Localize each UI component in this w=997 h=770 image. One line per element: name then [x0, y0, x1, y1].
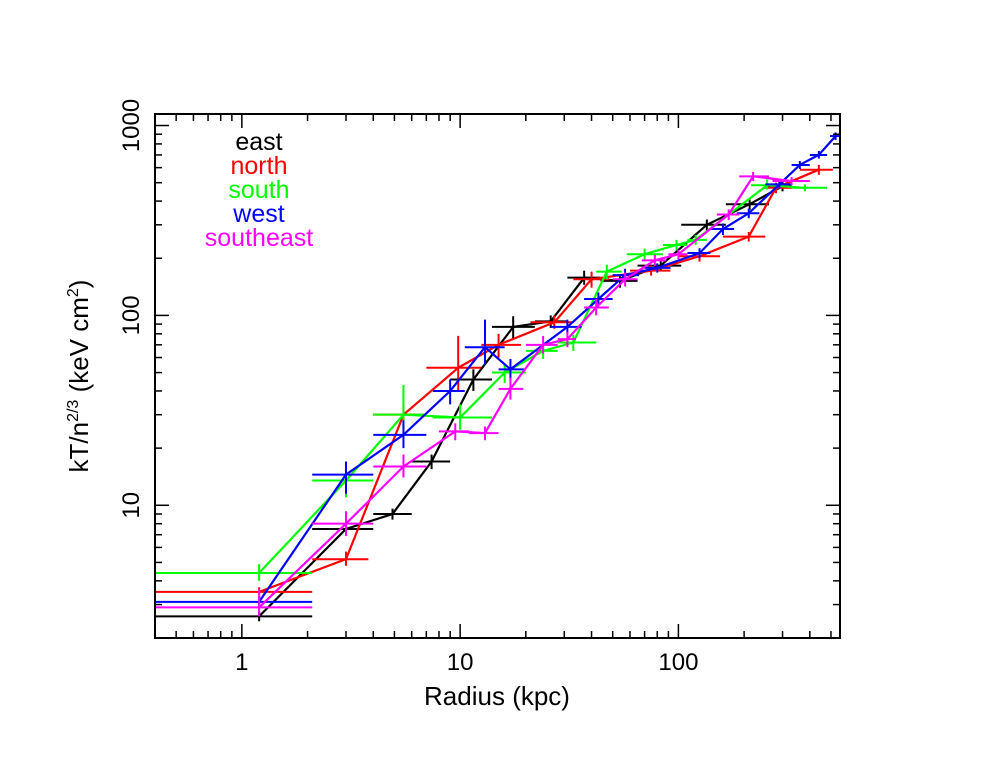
x-tick-label: 100 [658, 649, 698, 676]
series-line-south [258, 184, 806, 574]
series-north [155, 164, 833, 597]
legend-entry-south: south [228, 176, 289, 204]
series-line-north [258, 168, 820, 593]
y-axis-title-sup: 2/3 [65, 400, 82, 422]
y-tick-label: 100 [118, 295, 145, 335]
legend-entry-north: north [231, 152, 288, 180]
y-axis-title-unit-sup: 2 [65, 288, 82, 297]
y-axis-title-main: kT/n [64, 422, 94, 473]
plot-frame [154, 113, 841, 639]
y-tick-label: 10 [118, 492, 145, 519]
y-axis-title-rest: (keV cm [64, 297, 94, 400]
legend: east north south west southeast [205, 128, 313, 252]
series-line-east [258, 185, 784, 618]
y-tick-label: 1000 [118, 99, 145, 152]
y-axis-title: kT/n2/3 (keV cm2) [64, 280, 94, 473]
x-tick-label: 10 [447, 649, 474, 676]
series-southeast [155, 171, 810, 617]
x-tick-label: 1 [235, 649, 248, 676]
axes-layer: 1 10 100 10 100 1000 [118, 99, 840, 676]
legend-entry-west: west [232, 200, 284, 228]
x-axis-title: Radius (kpc) [424, 681, 570, 711]
legend-entry-east: east [235, 128, 282, 156]
series-layer [155, 132, 840, 622]
legend-entry-southeast: southeast [205, 224, 313, 252]
y-axis-title-close: ) [64, 280, 94, 289]
